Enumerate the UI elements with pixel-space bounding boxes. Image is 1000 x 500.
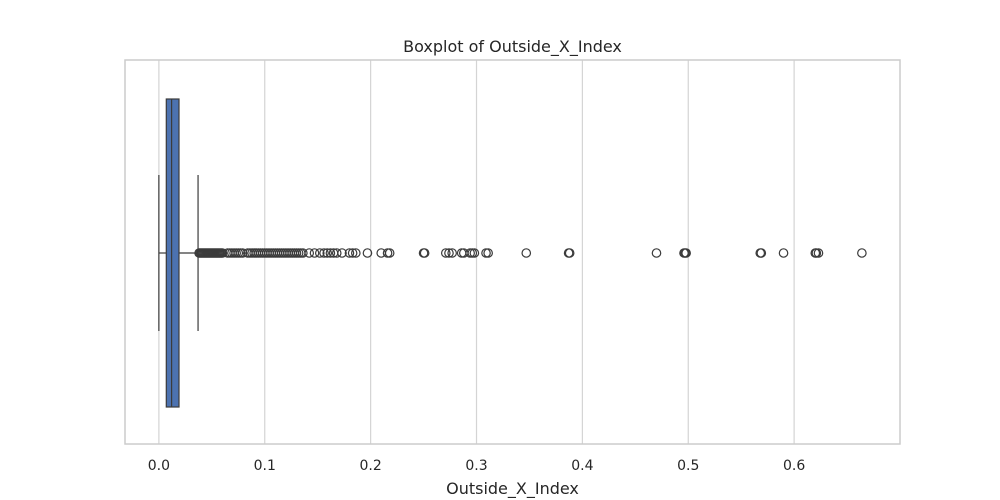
x-tick-label: 0.6	[783, 458, 805, 474]
outlier-point	[778, 248, 789, 258]
x-tick-label: 0.4	[571, 458, 593, 474]
outlier-point	[347, 248, 358, 258]
outlier-point	[521, 248, 532, 258]
box-group	[158, 98, 199, 408]
outlier-point	[298, 248, 308, 258]
x-tick-label: 0.5	[677, 458, 699, 474]
outlier-point	[440, 248, 451, 258]
outlier-point	[419, 248, 430, 258]
outlier-point	[447, 248, 457, 258]
x-axis-ticks: 0.0 0.1 0.2 0.3 0.4 0.5 0.6	[148, 458, 806, 474]
outlier-point	[651, 248, 662, 258]
outlier-point	[857, 248, 867, 258]
outlier-point	[331, 248, 342, 258]
outliers	[194, 248, 867, 258]
x-tick-label: 0.0	[148, 458, 170, 474]
outlier-point	[564, 248, 575, 258]
outlier-point	[681, 248, 691, 258]
outlier-point	[469, 248, 480, 258]
x-tick-label: 0.3	[465, 458, 487, 474]
outlier-point	[315, 248, 325, 258]
outlier-point	[351, 248, 361, 258]
outlier-point	[813, 248, 824, 258]
outlier-point	[319, 248, 329, 258]
outlier-point	[384, 248, 395, 258]
outlier-point	[756, 248, 767, 258]
outlier-point	[325, 248, 336, 258]
outlier-point	[444, 248, 454, 258]
outlier-point	[337, 248, 347, 258]
outlier-point	[309, 248, 320, 258]
outlier-point	[237, 248, 248, 258]
outlier-point	[483, 248, 493, 258]
outlier-point	[217, 248, 228, 258]
x-tick-label: 0.2	[359, 458, 381, 474]
x-axis-label: Outside_X_Index	[446, 479, 579, 499]
outlier-point	[362, 248, 373, 258]
outlier-point	[304, 248, 315, 258]
plot-frame	[124, 59, 901, 445]
x-tick-label: 0.1	[254, 458, 276, 474]
chart-title: Boxplot of Outside_X_Index	[403, 37, 622, 57]
outlier-point	[322, 248, 333, 258]
iqr-box	[165, 98, 180, 408]
outlier-point	[344, 248, 355, 258]
